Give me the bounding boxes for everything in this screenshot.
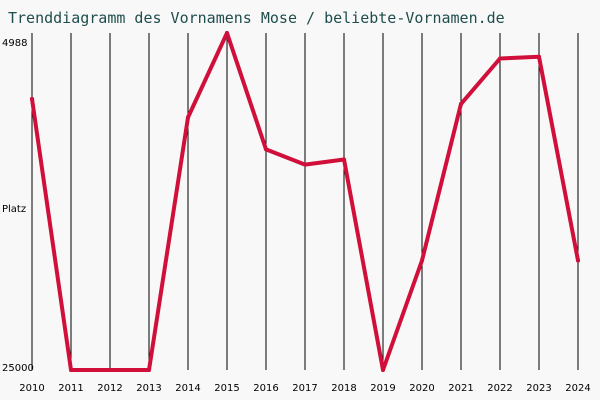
data-point-2012	[108, 368, 112, 372]
series-layer	[30, 31, 580, 372]
x-tick-label: 2012	[97, 383, 122, 394]
data-point-2011	[69, 368, 73, 372]
data-point-2016	[264, 147, 268, 152]
data-point-2021	[459, 101, 463, 106]
x-tick-label: 2016	[253, 383, 278, 394]
data-point-2023	[537, 54, 541, 59]
data-point-2022	[498, 56, 502, 61]
x-tick-label: 2022	[487, 383, 512, 394]
x-tick-label: 2011	[58, 383, 83, 394]
x-axis-ticks: 2010 2011 2012 2013 2014 2015 2016 2017 2018 2019…	[19, 383, 590, 394]
x-tick-label: 2019	[370, 383, 395, 394]
x-tick-label: 2010	[19, 383, 44, 394]
x-tick-label: 2017	[292, 383, 317, 394]
chart-title: Trenddiagramm des Vornamens Mose / belie…	[8, 9, 505, 27]
x-tick-label: 2021	[448, 383, 473, 394]
x-tick-label: 2023	[526, 383, 551, 394]
data-point-2018	[342, 157, 346, 162]
data-point-2017	[303, 162, 307, 167]
data-point-2019	[381, 368, 385, 372]
y-tick-label-top: 4988	[2, 38, 27, 49]
data-point-2010	[30, 96, 34, 101]
x-tick-label: 2013	[136, 383, 161, 394]
y-tick-label-bottom: 25000	[2, 363, 34, 374]
data-point-2013	[147, 368, 151, 372]
x-tick-label: 2015	[214, 383, 239, 394]
x-tick-label: 2018	[331, 383, 356, 394]
grid-lines	[31, 33, 579, 370]
x-tick-label: 2020	[409, 383, 434, 394]
y-axis-ticks: 4988 25000	[2, 38, 34, 374]
data-point-2014	[186, 115, 190, 120]
data-point-2024	[576, 258, 580, 263]
data-point-2020	[420, 258, 424, 263]
y-axis-label: Platz	[2, 204, 26, 215]
x-tick-label: 2024	[565, 383, 590, 394]
x-tick-label: 2014	[175, 383, 200, 394]
data-point-2015	[225, 31, 229, 35]
